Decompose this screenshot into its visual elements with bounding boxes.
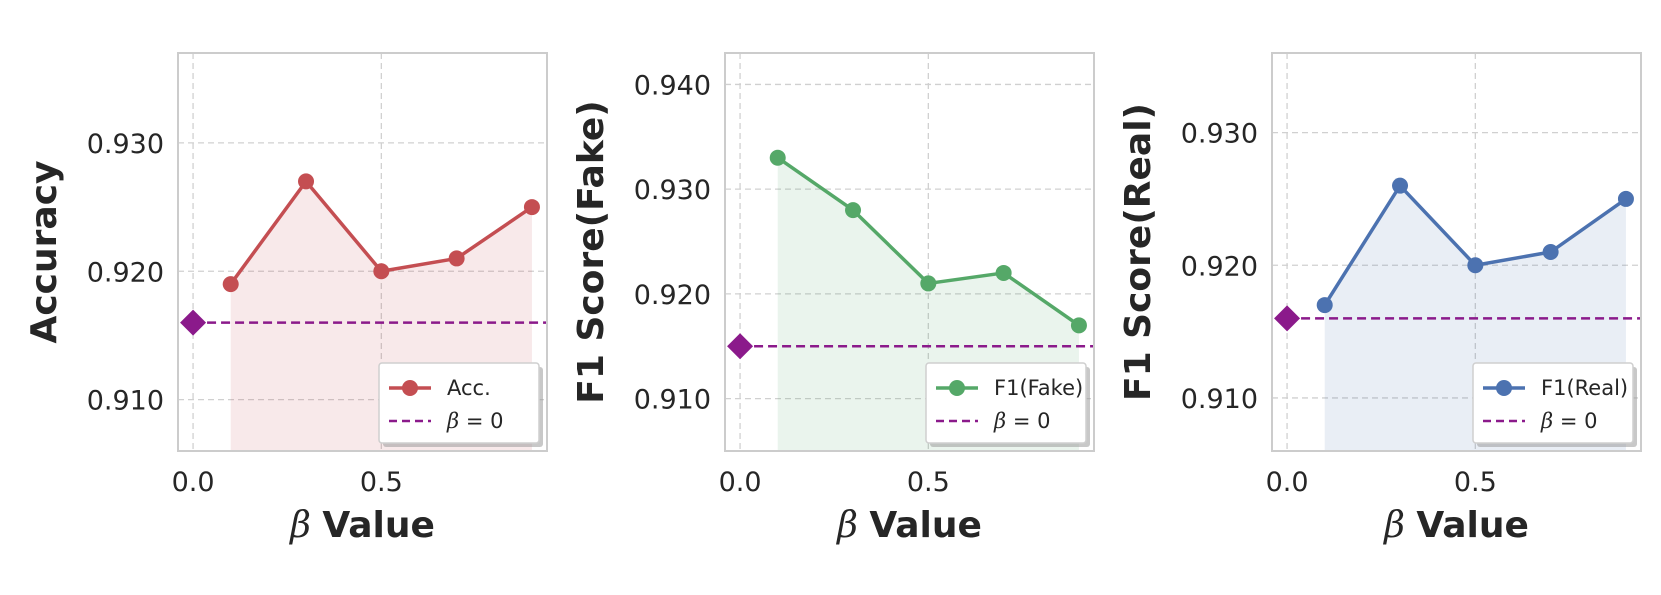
x-tick-label: 0.5 (907, 467, 950, 498)
x-tick-label: 0.0 (1266, 467, 1309, 498)
x-tick-label: 0.5 (1454, 467, 1497, 498)
y-tick-label: 0.920 (1181, 251, 1258, 282)
chart-panel-1: 0.0 0.5 0.910 0.920 0.930 Accuracy β Value Acc.… (24, 52, 548, 546)
data-point (298, 173, 315, 190)
data-point (222, 276, 239, 293)
legend-box (378, 362, 540, 444)
legend-box (1472, 362, 1634, 444)
y-tick-label: 0.940 (634, 70, 711, 101)
plot-frame (1271, 52, 1642, 452)
y-tick-label: 0.910 (1181, 384, 1258, 415)
y-tick-label: 0.910 (634, 385, 711, 416)
legend-baseline-label: β = 0 (993, 409, 1050, 433)
chart-panel-3: 0.0 0.5 0.910 0.920 0.930 F1 Score(Real) β Val… (1118, 52, 1642, 546)
legend: F1(Real) β = 0 (1472, 362, 1637, 447)
x-axis-label: β Value (1382, 505, 1529, 546)
y-axis-label: Accuracy (24, 160, 65, 343)
legend-box (925, 362, 1087, 444)
legend-series-marker (1496, 380, 1512, 396)
legend-series-label: F1(Fake) (994, 376, 1083, 400)
legend: Acc. β = 0 (378, 362, 543, 447)
data-point (373, 263, 390, 280)
legend-series-marker (402, 380, 418, 396)
baseline-marker (180, 309, 207, 336)
data-point (448, 250, 465, 267)
legend-baseline-label: β = 0 (1540, 409, 1597, 433)
data-point (1070, 317, 1087, 334)
y-tick-label: 0.910 (87, 386, 164, 417)
legend-series-label: Acc. (447, 376, 491, 400)
baseline-marker (1274, 305, 1301, 332)
y-tick-label: 0.930 (634, 175, 711, 206)
legend-baseline-label: β = 0 (446, 409, 503, 433)
data-point (1392, 177, 1409, 194)
data-point (1617, 190, 1634, 207)
data-point (845, 202, 862, 219)
chart-panel-2: 0.0 0.5 0.910 0.920 0.930 0.940 F1 Score(Fake)… (571, 52, 1095, 546)
data-point (920, 275, 937, 292)
y-tick-label: 0.920 (87, 257, 164, 288)
y-tick-label: 0.930 (87, 129, 164, 160)
data-point (769, 149, 786, 166)
data-point (1542, 244, 1559, 260)
x-tick-label: 0.0 (719, 467, 762, 498)
baseline-marker (727, 333, 754, 360)
plot-frame (724, 52, 1095, 452)
y-tick-label: 0.930 (1181, 119, 1258, 150)
data-point (1316, 297, 1333, 314)
y-axis-label: F1 Score(Fake) (571, 100, 612, 403)
data-point (523, 199, 540, 216)
x-axis-label: β Value (288, 505, 435, 546)
x-axis-label: β Value (835, 505, 982, 546)
legend: F1(Fake) β = 0 (925, 362, 1090, 447)
plot-frame (177, 52, 548, 452)
legend-series-label: F1(Real) (1541, 376, 1628, 400)
legend-series-marker (949, 380, 965, 396)
x-tick-label: 0.0 (172, 467, 215, 498)
data-point (995, 264, 1012, 281)
y-axis-label: F1 Score(Real) (1118, 103, 1159, 401)
y-tick-label: 0.920 (634, 280, 711, 311)
x-tick-label: 0.5 (360, 467, 403, 498)
data-point (1467, 257, 1484, 274)
